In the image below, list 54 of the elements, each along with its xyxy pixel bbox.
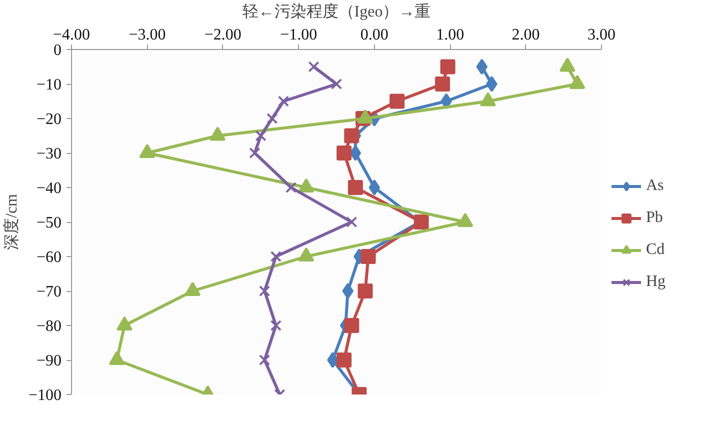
point	[342, 283, 354, 299]
point	[344, 318, 360, 333]
legend-label: Cd	[646, 241, 666, 259]
legend-label: Pb	[646, 209, 664, 227]
y-tick-label: −30	[36, 146, 62, 162]
point	[308, 61, 320, 72]
x-tick-label: −2.00	[204, 26, 242, 44]
point	[440, 59, 456, 74]
point	[249, 147, 260, 159]
legend-label: As	[646, 177, 665, 195]
y-tick-label: −70	[36, 284, 62, 300]
point	[330, 78, 342, 90]
y-tick-label: −50	[36, 214, 62, 232]
legend-label: Hg	[646, 273, 666, 291]
point	[327, 352, 338, 368]
point	[358, 284, 373, 298]
y-tick-label: 0	[54, 42, 62, 59]
point	[486, 76, 498, 92]
y-tick-label: −40	[36, 180, 62, 197]
point	[435, 76, 450, 92]
point	[350, 145, 362, 161]
point	[258, 354, 270, 366]
y-tick-label: −90	[36, 352, 62, 370]
y-tick-label: −20	[36, 111, 62, 128]
x-tick-label: 0.00	[360, 26, 388, 44]
y-tick-label: −100	[28, 387, 62, 404]
point	[360, 249, 376, 264]
point	[258, 285, 270, 297]
y-tick-label: −80	[36, 318, 62, 335]
point	[278, 96, 290, 107]
y-tick-label: −60	[36, 249, 62, 266]
point	[346, 216, 358, 228]
x-tick-label: 3.00	[588, 26, 616, 44]
point	[266, 112, 278, 124]
point	[368, 180, 380, 196]
x-tick-label: 2.00	[512, 26, 540, 44]
x-tick-label: −3.00	[128, 26, 166, 44]
x-tick-label: −1.00	[280, 26, 318, 44]
point	[270, 320, 282, 332]
point	[344, 128, 360, 144]
point	[336, 146, 352, 160]
x-axis-title: 轻←污染程度（Igeo）→重	[242, 2, 431, 20]
point	[285, 182, 297, 194]
point	[336, 352, 352, 368]
point	[390, 94, 405, 109]
point	[348, 180, 363, 195]
y-tick-label: −10	[36, 76, 62, 94]
x-tick-label: 1.00	[436, 26, 464, 44]
point	[255, 130, 266, 142]
point	[270, 250, 282, 262]
point	[414, 214, 429, 230]
x-tick-label: −4.00	[52, 26, 90, 44]
y-axis-title: 深度/cm	[2, 193, 20, 250]
point	[476, 58, 488, 75]
